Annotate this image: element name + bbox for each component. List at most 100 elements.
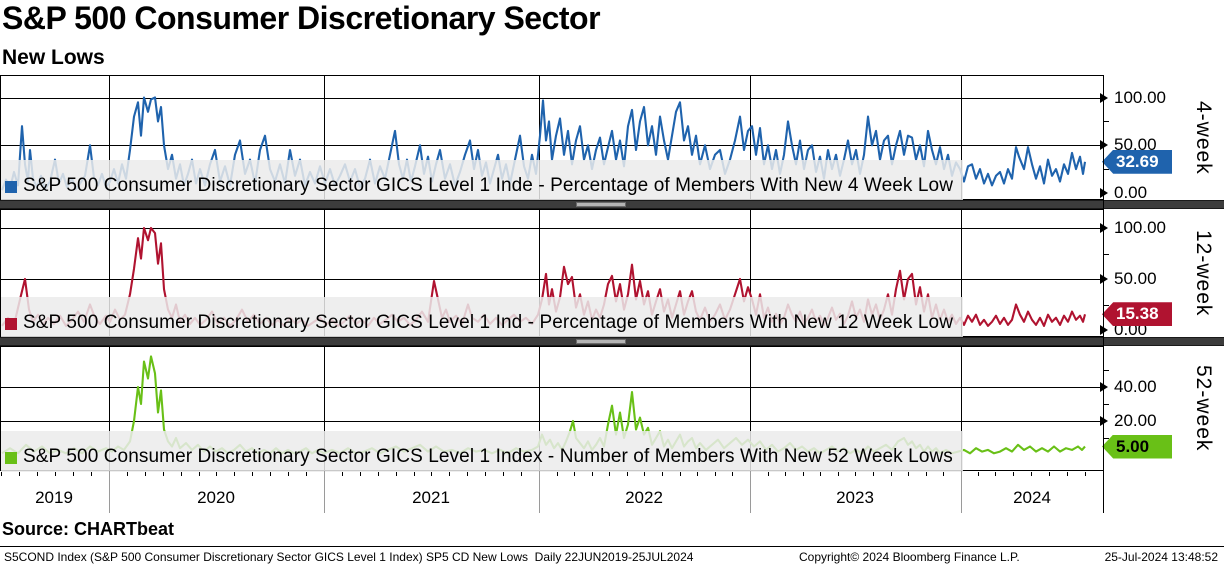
x-minor-tick bbox=[431, 472, 432, 476]
x-year-label: 2019 bbox=[35, 488, 73, 507]
x-year-label: 2020 bbox=[197, 488, 235, 507]
legend-52-week: S&P 500 Consumer Discretionary Sector GI… bbox=[1, 431, 963, 472]
x-minor-tick bbox=[785, 472, 786, 476]
last-value-badge-52-week: 5.00 bbox=[1102, 434, 1172, 459]
legend-12-week: S&P 500 Consumer Discretionary Sector GI… bbox=[1, 297, 964, 338]
x-minor-tick bbox=[503, 472, 504, 476]
x-minor-tick bbox=[838, 472, 839, 476]
x-minor-tick bbox=[978, 472, 979, 476]
x-minor-tick bbox=[199, 472, 200, 476]
splitter-grip-icon[interactable] bbox=[576, 202, 626, 207]
y-minor-tick bbox=[1103, 404, 1109, 405]
y-tick-label: 40.00 bbox=[1114, 377, 1157, 396]
x-year-label: 2022 bbox=[625, 488, 663, 507]
x-minor-tick bbox=[1103, 472, 1104, 476]
x-minor-tick bbox=[216, 472, 217, 476]
splitter-grip-icon[interactable] bbox=[576, 339, 626, 344]
gridline-h bbox=[0, 228, 1103, 229]
x-minor-tick bbox=[891, 472, 892, 476]
x-minor-tick bbox=[55, 472, 56, 476]
y-tick-marker bbox=[1100, 188, 1108, 198]
x-minor-tick bbox=[234, 472, 235, 476]
x-minor-tick bbox=[414, 472, 415, 476]
gridline-year bbox=[750, 209, 751, 337]
x-minor-tick bbox=[1085, 472, 1086, 476]
x-minor-tick bbox=[1067, 472, 1068, 476]
x-minor-tick bbox=[145, 472, 146, 476]
x-minor-tick bbox=[91, 472, 92, 476]
x-minor-tick bbox=[1049, 472, 1050, 476]
y-tick-label: 100.00 bbox=[1114, 87, 1166, 107]
x-minor-tick bbox=[715, 472, 716, 476]
x-minor-tick bbox=[306, 472, 307, 476]
x-minor-tick bbox=[288, 472, 289, 476]
source-line: Source: CHARTbeat bbox=[2, 519, 175, 539]
gridline-year bbox=[750, 346, 751, 471]
panel-splitter-0[interactable] bbox=[0, 200, 1224, 209]
x-minor-tick bbox=[1, 472, 2, 476]
x-year-separator bbox=[961, 471, 962, 513]
x-minor-tick bbox=[360, 472, 361, 476]
y-minor-tick bbox=[1103, 169, 1109, 171]
gridline-year bbox=[109, 209, 110, 337]
y-tick-marker bbox=[1100, 223, 1108, 233]
x-minor-tick bbox=[1031, 472, 1032, 476]
y-tick-label: 100.00 bbox=[1114, 218, 1166, 237]
x-minor-tick bbox=[574, 472, 575, 476]
x-minor-tick bbox=[19, 472, 20, 476]
x-year-label: 2023 bbox=[836, 488, 874, 507]
gridline-h bbox=[0, 387, 1103, 388]
gridline-year bbox=[109, 346, 110, 471]
x-minor-tick bbox=[396, 472, 397, 476]
legend-text: S&P 500 Consumer Discretionary Sector GI… bbox=[23, 446, 953, 467]
x-minor-tick bbox=[592, 472, 593, 476]
legend-swatch-icon bbox=[5, 181, 17, 193]
y-minor-tick bbox=[1103, 438, 1109, 439]
y-tick-label: 0.00 bbox=[1114, 183, 1148, 202]
x-minor-tick bbox=[680, 472, 681, 476]
x-minor-tick bbox=[662, 472, 663, 476]
gridline-h bbox=[0, 97, 1103, 99]
footer-datetime: 25-Jul-2024 13:48:52 bbox=[1104, 550, 1218, 564]
y-minor-tick bbox=[1103, 121, 1109, 123]
x-minor-tick bbox=[609, 472, 610, 476]
panel-splitter-1[interactable] bbox=[0, 337, 1224, 346]
x-minor-tick bbox=[37, 472, 38, 476]
y-minor-tick bbox=[1103, 370, 1109, 371]
gridline-year bbox=[109, 75, 110, 200]
y-tick-marker bbox=[1100, 140, 1108, 151]
x-minor-tick bbox=[252, 472, 253, 476]
y-tick-label: 50.00 bbox=[1114, 135, 1157, 155]
y-tick-label: 20.00 bbox=[1114, 411, 1157, 430]
x-minor-tick bbox=[73, 472, 74, 476]
x-minor-tick bbox=[485, 472, 486, 476]
gridline-year bbox=[324, 209, 325, 337]
x-minor-tick bbox=[467, 472, 468, 476]
panel-axis-title-12-week: 12-week bbox=[1192, 229, 1215, 317]
y-tick-label: 50.00 bbox=[1114, 269, 1157, 288]
x-year-separator bbox=[324, 471, 325, 513]
y-tick-marker bbox=[1100, 92, 1108, 103]
x-year-separator bbox=[109, 471, 110, 513]
gridline-year bbox=[324, 75, 325, 200]
x-minor-tick bbox=[644, 472, 645, 476]
x-minor-tick bbox=[181, 472, 182, 476]
page-subtitle: New Lows bbox=[2, 46, 105, 69]
x-year-separator bbox=[539, 471, 540, 513]
last-value-badge-4-week: 32.69 bbox=[1102, 149, 1172, 174]
y-minor-tick bbox=[1103, 253, 1109, 255]
gridline-year bbox=[324, 346, 325, 471]
x-minor-tick bbox=[521, 472, 522, 476]
x-minor-tick bbox=[449, 472, 450, 476]
footer-security-info: S5COND Index (S&P 500 Consumer Discretio… bbox=[4, 550, 694, 564]
x-minor-tick bbox=[1013, 472, 1014, 476]
gridline-year bbox=[961, 209, 962, 337]
panel-axis-title-4-week: 4-week bbox=[1192, 100, 1215, 175]
x-year-label: 2021 bbox=[412, 488, 450, 507]
x-minor-tick bbox=[803, 472, 804, 476]
x-minor-tick bbox=[127, 472, 128, 476]
legend-text: S&P 500 Consumer Discretionary Sector GI… bbox=[23, 175, 954, 196]
gridline-year bbox=[961, 75, 962, 200]
legend-text: S&P 500 Consumer Discretionary Sector GI… bbox=[23, 312, 954, 333]
